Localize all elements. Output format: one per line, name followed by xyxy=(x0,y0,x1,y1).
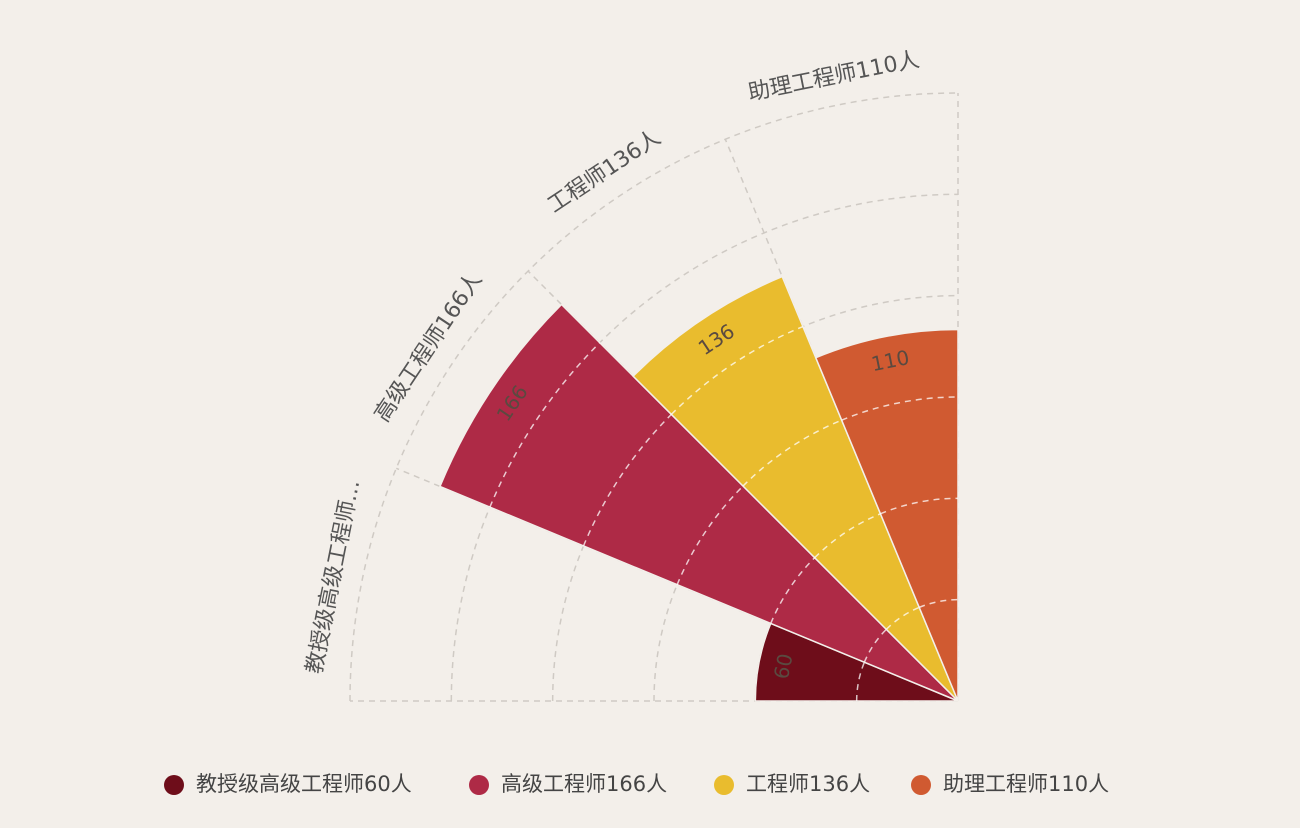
legend-item[interactable]: 教授级高级工程师60人 xyxy=(164,772,412,796)
rose-sector[interactable] xyxy=(814,328,959,702)
legend-swatch xyxy=(469,775,489,795)
legend-swatch xyxy=(911,775,931,795)
legend-label: 高级工程师166人 xyxy=(501,772,667,796)
legend-label: 工程师136人 xyxy=(746,772,870,796)
sector-grid-ring xyxy=(918,598,959,609)
sector-layer xyxy=(438,275,959,702)
value-label: 60 xyxy=(769,651,798,681)
sector-grid-ring xyxy=(489,342,601,508)
legend-label: 助理工程师110人 xyxy=(943,772,1109,796)
rose-sector[interactable] xyxy=(438,303,959,702)
legend-item[interactable]: 助理工程师110人 xyxy=(911,772,1109,796)
sector-grid-ring xyxy=(855,661,866,702)
legend-item[interactable]: 高级工程师166人 xyxy=(469,772,667,796)
sector-grid-ring xyxy=(863,628,887,663)
sector-grid-ring xyxy=(814,513,881,559)
legend: 教授级高级工程师60人 高级工程师166人 工程师136人 助理工程师110人 xyxy=(164,772,1109,796)
sector-grid-ring xyxy=(770,557,816,624)
sector-grid-ring xyxy=(841,396,959,421)
legend-label: 教授级高级工程师60人 xyxy=(196,772,412,796)
rose-sector[interactable] xyxy=(632,275,959,702)
sector-grid-ring xyxy=(670,325,804,415)
sector-grid-ring xyxy=(582,413,672,547)
sector-grid-ring xyxy=(880,497,959,515)
sector-grid-ring xyxy=(676,485,744,585)
category-label: 助理工程师110人 xyxy=(746,47,922,105)
category-label: 教授级高级工程师... xyxy=(302,478,365,676)
sector-grid-ring xyxy=(742,419,842,487)
legend-swatch xyxy=(164,775,184,795)
overlay-grid-layer xyxy=(489,325,959,702)
category-label: 工程师136人 xyxy=(543,125,665,218)
grid-ring xyxy=(551,294,959,702)
legend-swatch xyxy=(714,775,734,795)
legend-item[interactable]: 工程师136人 xyxy=(714,772,870,796)
sector-grid-ring xyxy=(885,606,920,630)
